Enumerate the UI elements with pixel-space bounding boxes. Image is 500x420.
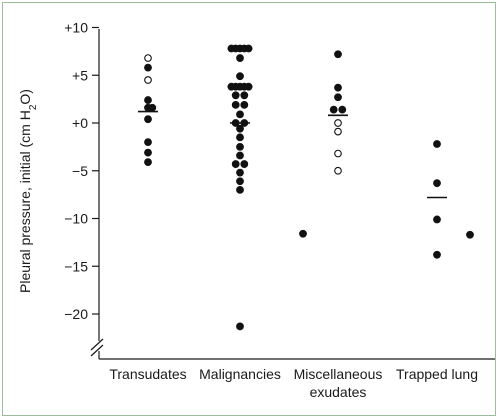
axis-break-mark (90, 338, 104, 351)
data-point-open (144, 76, 152, 84)
x-category-label: Malignancies (199, 366, 281, 382)
y-tick-label: +10 (64, 20, 88, 36)
data-point-filled (299, 229, 307, 238)
data-point-filled (236, 177, 244, 186)
data-point-filled (244, 44, 253, 53)
y-ticks: +10 +5 +0 −5 −10 −15 −20 (64, 20, 99, 322)
data-point-filled (144, 158, 152, 167)
x-category-label: Trapped lung (396, 366, 478, 382)
data-point-filled (144, 138, 152, 146)
data-point-filled (334, 83, 342, 92)
data-point-open (334, 119, 342, 127)
data-point-open (334, 149, 342, 158)
data-point-filled (334, 93, 342, 102)
data-point-filled (240, 100, 249, 109)
data-point-filled (334, 50, 342, 59)
y-axis-title: Pleural pressure, initial (cm H2O) (17, 89, 39, 293)
data-point-filled (329, 105, 338, 114)
data-point-filled (466, 230, 474, 239)
data-point-open (334, 127, 342, 136)
y-tick-label: −15 (64, 258, 88, 274)
data-point-filled (240, 160, 249, 168)
y-tick-label: +5 (72, 67, 88, 83)
data-point-filled (236, 142, 244, 151)
data-point-filled (144, 96, 152, 104)
y-tick-label: +0 (72, 115, 88, 131)
data-point-filled (236, 185, 244, 194)
x-category-labels: Transudates Malignancies Miscellaneous exud… (109, 366, 478, 400)
x-category-label: exudates (310, 384, 367, 400)
data-point-filled (144, 63, 152, 72)
y-tick-label: −5 (72, 163, 88, 179)
x-category-label: Miscellaneous (294, 366, 383, 382)
data-point-open (334, 166, 342, 175)
data-point-filled (148, 103, 157, 112)
data-point-filled (433, 140, 441, 148)
data-point-filled (236, 54, 244, 62)
x-category-label: Transudates (109, 366, 186, 382)
data-points (144, 44, 474, 331)
figure-frame: +10 +5 +0 −5 −10 −15 −20 Transudates Malignanci… (2, 2, 496, 416)
data-point-filled (144, 115, 152, 124)
axis-break-mark (90, 344, 104, 357)
data-point-filled (144, 148, 152, 157)
data-point-filled (433, 215, 441, 224)
data-point-filled (236, 151, 244, 160)
data-point-filled (240, 91, 249, 100)
data-point-filled (236, 322, 244, 331)
data-point-filled (236, 133, 244, 142)
scatter-chart: +10 +5 +0 −5 −10 −15 −20 Transudates Malignanci… (17, 20, 495, 400)
axes (90, 29, 495, 360)
mean-lines (138, 110, 447, 199)
data-point-filled (231, 91, 240, 100)
data-point-filled (236, 72, 244, 81)
data-point-filled (236, 124, 244, 133)
data-point-open (144, 54, 152, 62)
data-point-filled (433, 179, 441, 188)
y-tick-label: −20 (64, 306, 88, 322)
data-point-filled (236, 110, 244, 119)
data-point-filled (244, 82, 253, 91)
data-point-filled (231, 100, 240, 109)
data-point-filled (338, 105, 347, 114)
data-point-filled (433, 250, 441, 259)
data-point-filled (236, 168, 244, 177)
y-tick-label: −10 (64, 211, 88, 227)
data-point-filled (231, 160, 240, 168)
